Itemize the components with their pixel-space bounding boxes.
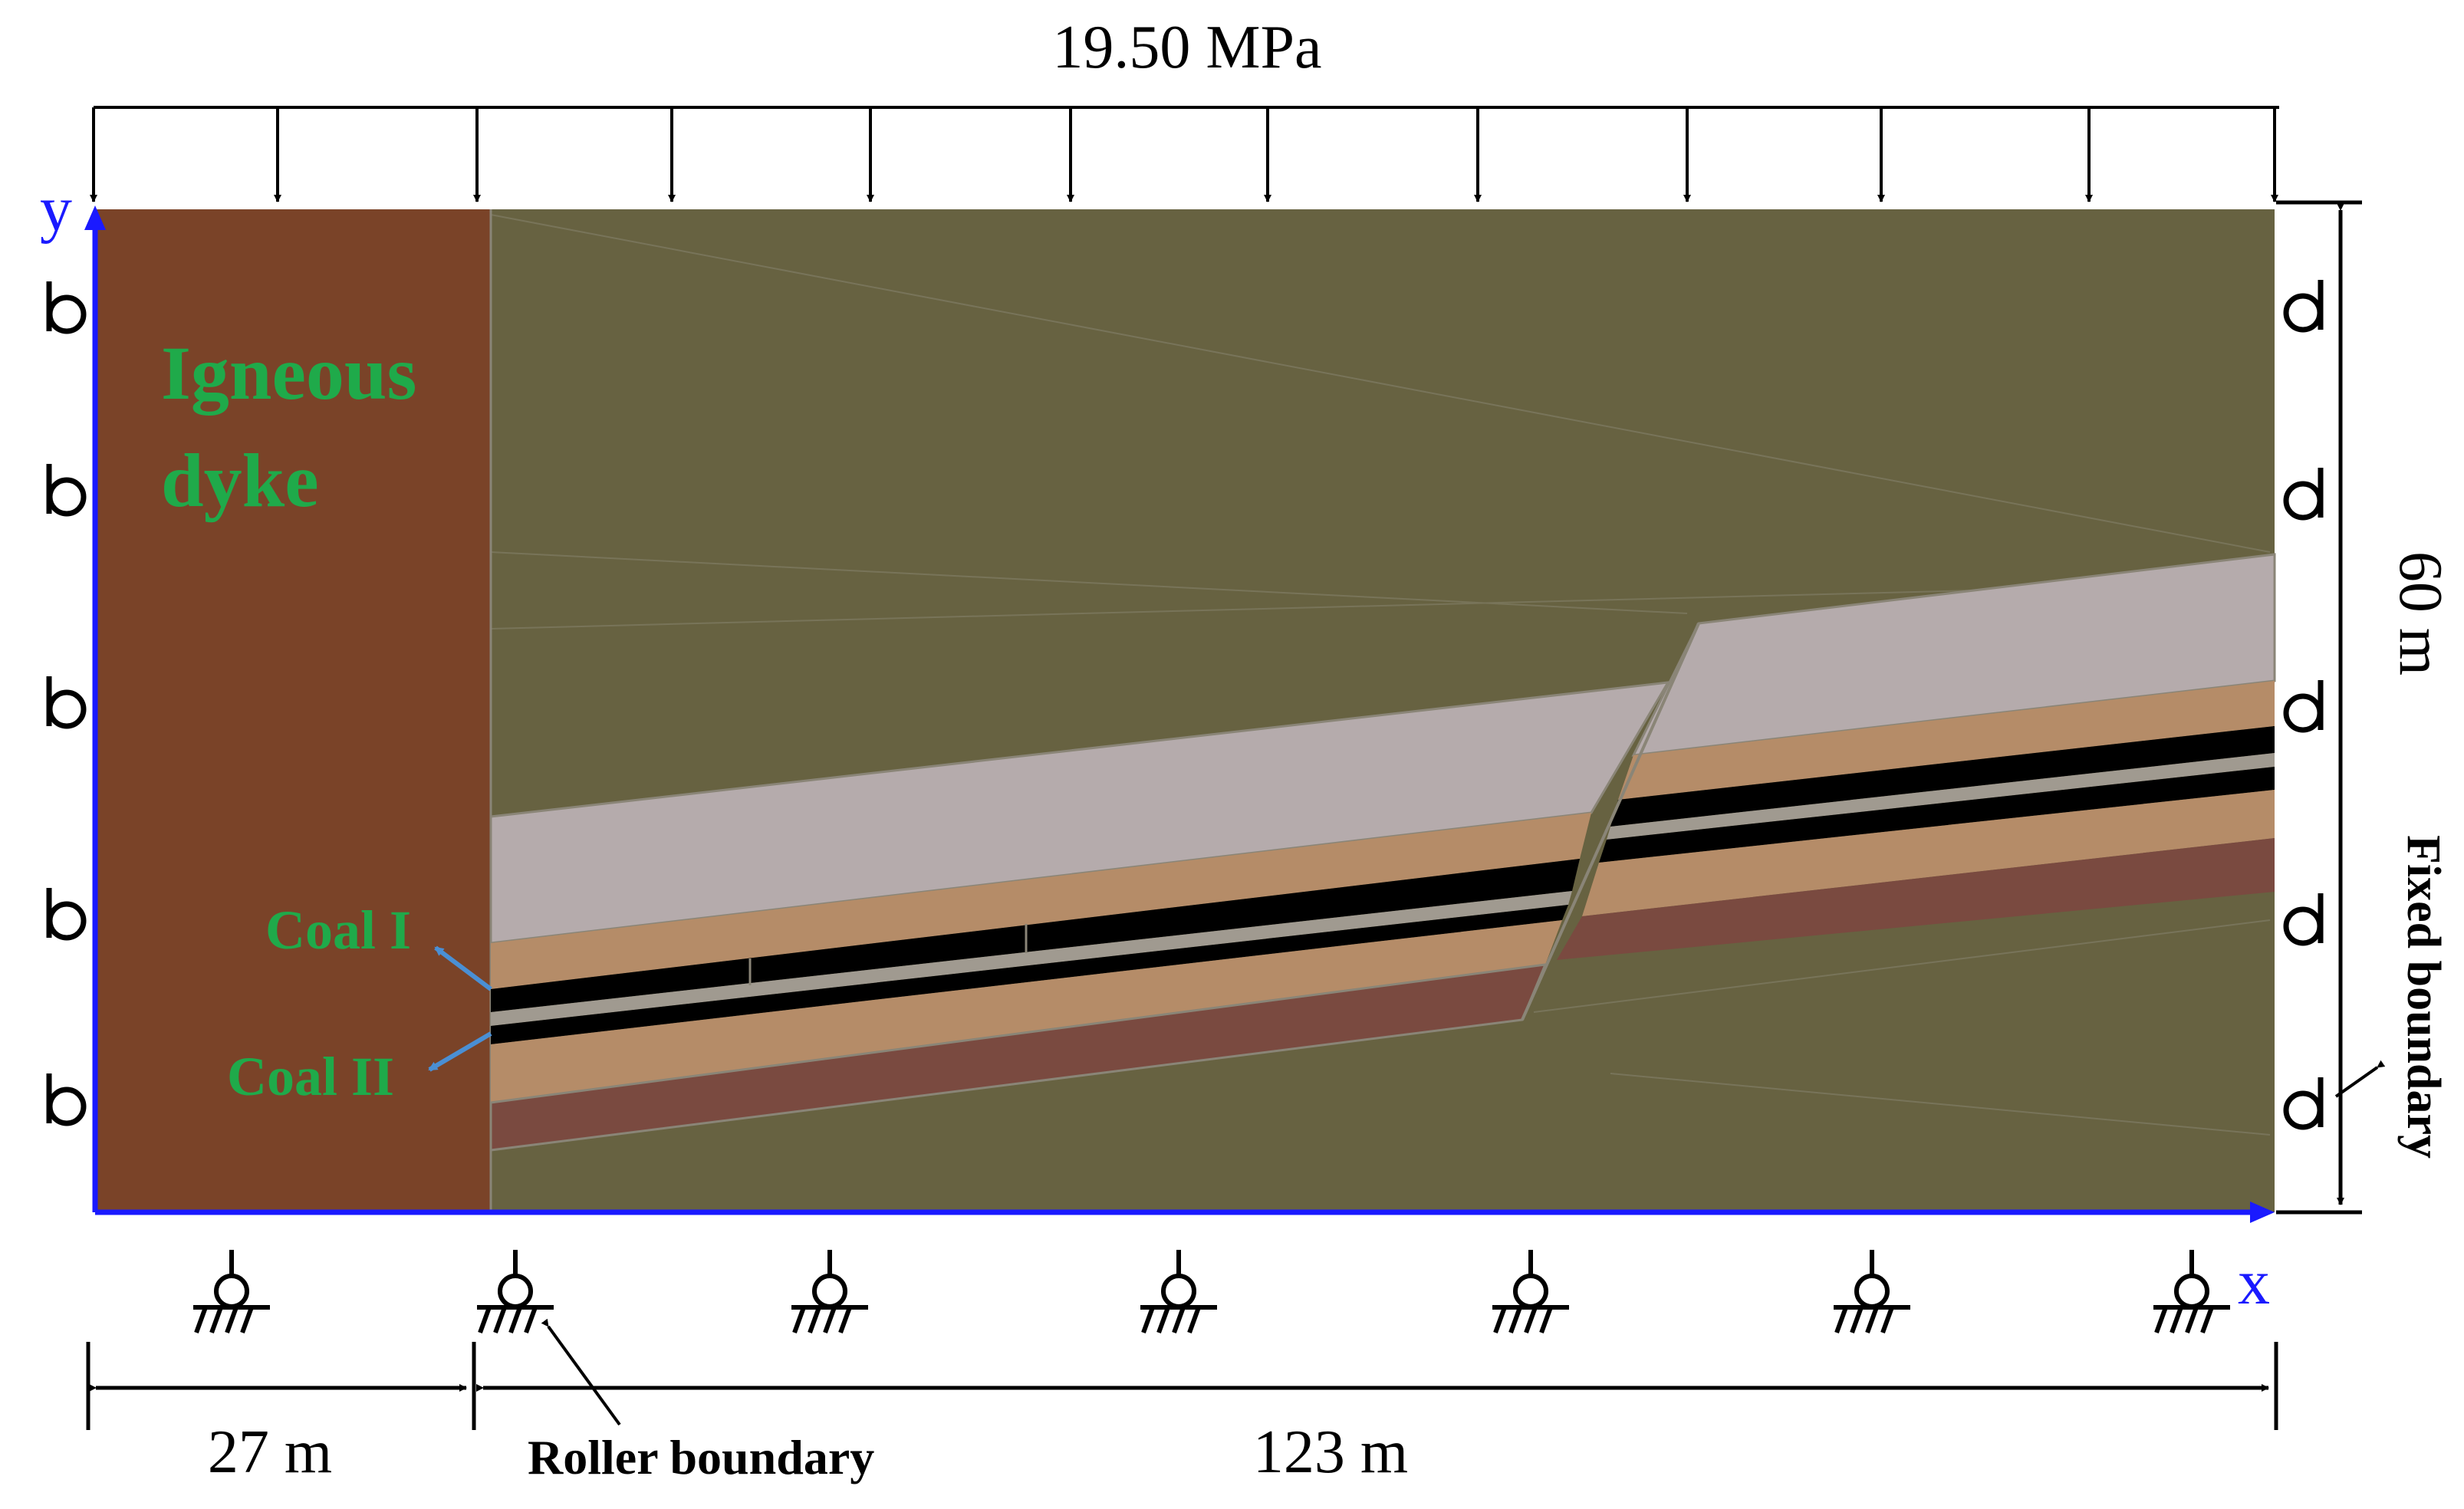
right-supports — [2283, 280, 2324, 1130]
tan-layer-left-lower — [491, 920, 1562, 1103]
coal-II-label: Coal II — [227, 1046, 394, 1107]
dimension-lines — [86, 200, 2362, 1430]
y-axis-arrowhead — [84, 205, 106, 230]
y-axis-label: y — [40, 173, 72, 245]
left-support-symbol — [46, 676, 87, 729]
distributed-load — [90, 106, 2279, 202]
igneous-dyke — [95, 209, 491, 1212]
tan-layer-right-lower — [1582, 790, 2275, 916]
roller-support-symbol — [1140, 1250, 1217, 1334]
right-block-strata — [1557, 553, 2276, 960]
coal-II-right — [1599, 767, 2275, 863]
coal-I-label: Coal I — [265, 899, 411, 961]
right-support-symbol — [2283, 680, 2324, 733]
dim-height-label: 60 m — [2387, 551, 2454, 676]
igneous-dyke-label-line1: Igneous — [161, 330, 416, 416]
right-support-symbol — [2283, 468, 2324, 521]
left-support-symbol — [46, 888, 87, 941]
roller-support-symbol — [2153, 1250, 2230, 1334]
coal-I-pointer — [434, 945, 492, 991]
tan-layer-left-upper — [491, 813, 1591, 989]
roller-support-symbol — [791, 1250, 868, 1334]
left-block-strata — [489, 681, 1670, 1152]
dim-left-label: 27 m — [208, 1419, 332, 1486]
roller-support-symbol — [1834, 1250, 1910, 1334]
bottom-roller-supports — [193, 1250, 2230, 1334]
fixed-boundary-pointer — [2334, 1060, 2386, 1098]
left-support-symbol — [46, 464, 87, 517]
left-supports — [46, 281, 87, 1126]
x-axis-label: x — [2238, 1247, 2270, 1318]
parting-left — [491, 891, 1572, 1026]
right-support-symbol — [2283, 893, 2324, 946]
axes — [84, 205, 2275, 1223]
load-label: 19.50 MPa — [1052, 14, 1321, 81]
roller-support-symbol — [477, 1250, 554, 1334]
left-support-symbol — [46, 1073, 87, 1126]
roller-boundary-pointer — [541, 1318, 621, 1426]
dark-red-layer-right — [1557, 838, 2275, 960]
coal-II-pointer — [428, 1031, 492, 1072]
roller-support-symbol — [1492, 1250, 1569, 1334]
tan-layer-right-upper — [1618, 681, 2275, 800]
roller-boundary-label: Roller boundary — [528, 1430, 874, 1484]
right-support-symbol — [2283, 1077, 2324, 1130]
coal-I-left — [491, 859, 1580, 1012]
roller-support-symbol — [193, 1250, 270, 1334]
coal-II-left — [491, 905, 1568, 1044]
parting-right — [1607, 753, 2275, 840]
x-axis-arrowhead — [2250, 1202, 2275, 1223]
fixed-boundary-label: Fixed boundary — [2397, 835, 2449, 1159]
coal-I-right — [1610, 726, 2275, 827]
igneous-dyke-label-line2: dyke — [161, 438, 319, 523]
right-support-symbol — [2283, 280, 2324, 333]
left-support-symbol — [46, 281, 87, 334]
fault-line — [1521, 623, 1700, 1021]
dim-right-label: 123 m — [1253, 1419, 1408, 1486]
